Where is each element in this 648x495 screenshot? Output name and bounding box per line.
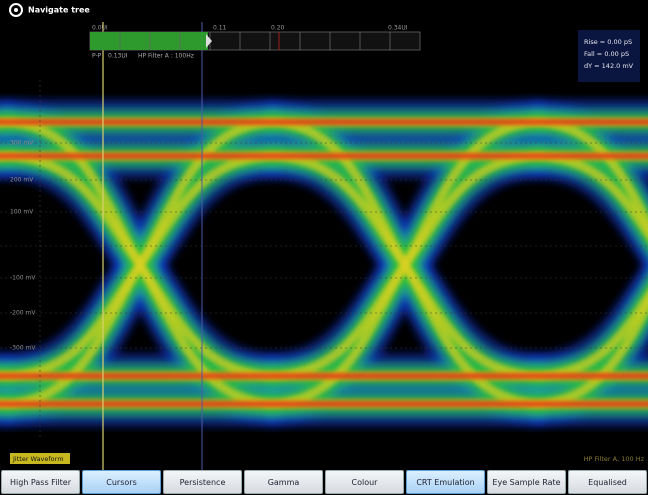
toolbar-button[interactable]: High Pass Filter [1, 470, 80, 494]
pp-value: 0.13UI [108, 53, 128, 60]
nav-title[interactable]: Navigate tree [28, 6, 90, 15]
title-bar [0, 0, 648, 22]
oscilloscope-screen: Navigate tree P-P 0.13UI HP Filter A : 1… [0, 0, 648, 495]
toolbar-button[interactable]: CRT Emulation [406, 470, 485, 494]
scale-label: 0.11 [213, 25, 227, 32]
toolbar-button[interactable]: Eye Sample Rate [487, 470, 566, 494]
scale-label: 0.34UI [388, 25, 408, 32]
y-axis-label: -300 mV [10, 345, 36, 352]
toolbar-button[interactable]: Cursors [82, 470, 161, 494]
measurement: dY = 142.0 mV [584, 62, 634, 70]
scale-label: 0.20 [271, 25, 285, 32]
measurement: Rise = 0.00 pS [584, 38, 632, 46]
y-axis-label: -100 mV [10, 275, 36, 282]
y-axis-label: 300 mV [10, 140, 34, 147]
toolbar-button[interactable]: Gamma [244, 470, 323, 494]
y-axis-label: -200 mV [10, 310, 36, 317]
y-axis-label: 200 mV [10, 177, 34, 184]
scale-fill [90, 32, 208, 50]
measurement: Fall = 0.00 pS [584, 50, 629, 58]
footer-right: HP Filter A, 100 Hz [584, 455, 645, 463]
filter-readout: HP Filter A : 100Hz [138, 53, 194, 60]
toolbar-button[interactable]: Persistence [163, 470, 242, 494]
toolbar-button[interactable]: Colour [325, 470, 404, 494]
y-axis-label: 100 mV [10, 209, 34, 216]
pp-label: P-P [92, 53, 102, 60]
footer-left: Jitter Waveform [12, 455, 64, 463]
scale-label: 0.0UI [92, 25, 108, 32]
logo [14, 8, 18, 12]
toolbar-button[interactable]: Equalised [568, 470, 647, 494]
eye-diagram: Navigate tree P-P 0.13UI HP Filter A : 1… [0, 0, 648, 470]
